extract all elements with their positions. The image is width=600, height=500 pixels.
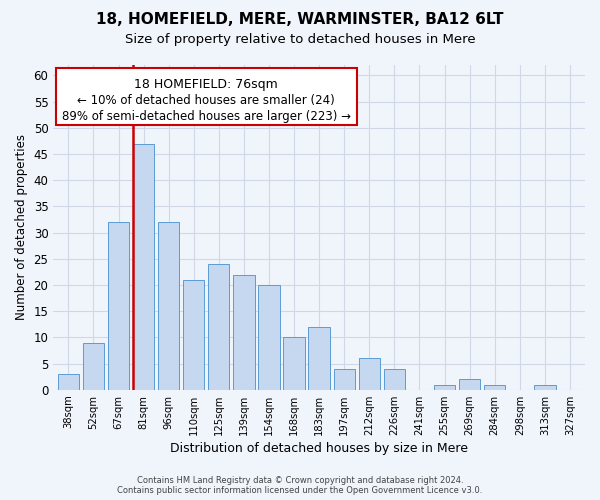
Bar: [56, 68, 357, 125]
Bar: [308, 327, 330, 390]
Bar: [233, 274, 254, 390]
Bar: [208, 264, 229, 390]
Text: Contains HM Land Registry data © Crown copyright and database right 2024.
Contai: Contains HM Land Registry data © Crown c…: [118, 476, 482, 495]
Bar: [58, 374, 79, 390]
Text: 18 HOMEFIELD: 76sqm: 18 HOMEFIELD: 76sqm: [134, 78, 278, 91]
Bar: [459, 380, 480, 390]
Bar: [484, 384, 505, 390]
Text: 89% of semi-detached houses are larger (223) →: 89% of semi-detached houses are larger (…: [62, 110, 351, 122]
Text: Size of property relative to detached houses in Mere: Size of property relative to detached ho…: [125, 32, 475, 46]
Text: ← 10% of detached houses are smaller (24): ← 10% of detached houses are smaller (24…: [77, 94, 335, 107]
Bar: [83, 342, 104, 390]
Bar: [259, 285, 280, 390]
Bar: [359, 358, 380, 390]
Bar: [283, 338, 305, 390]
Y-axis label: Number of detached properties: Number of detached properties: [15, 134, 28, 320]
X-axis label: Distribution of detached houses by size in Mere: Distribution of detached houses by size …: [170, 442, 468, 455]
Bar: [334, 369, 355, 390]
Bar: [384, 369, 405, 390]
Bar: [133, 144, 154, 390]
Bar: [183, 280, 205, 390]
Bar: [534, 384, 556, 390]
Bar: [158, 222, 179, 390]
Bar: [108, 222, 129, 390]
Text: 18, HOMEFIELD, MERE, WARMINSTER, BA12 6LT: 18, HOMEFIELD, MERE, WARMINSTER, BA12 6L…: [96, 12, 504, 28]
Bar: [434, 384, 455, 390]
